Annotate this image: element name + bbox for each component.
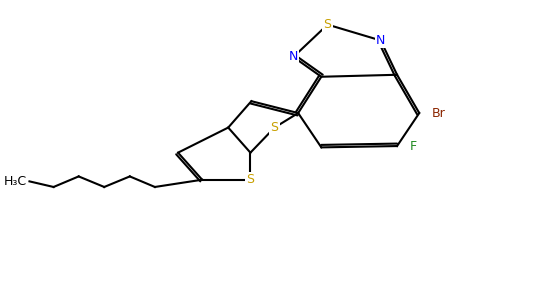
Text: F: F: [410, 140, 417, 152]
Text: S: S: [271, 121, 279, 134]
Text: N: N: [376, 34, 385, 47]
Text: H₃C: H₃C: [3, 175, 26, 188]
Text: Br: Br: [432, 107, 446, 120]
Text: S: S: [247, 173, 255, 186]
Text: S: S: [324, 18, 332, 31]
Text: N: N: [289, 51, 298, 63]
